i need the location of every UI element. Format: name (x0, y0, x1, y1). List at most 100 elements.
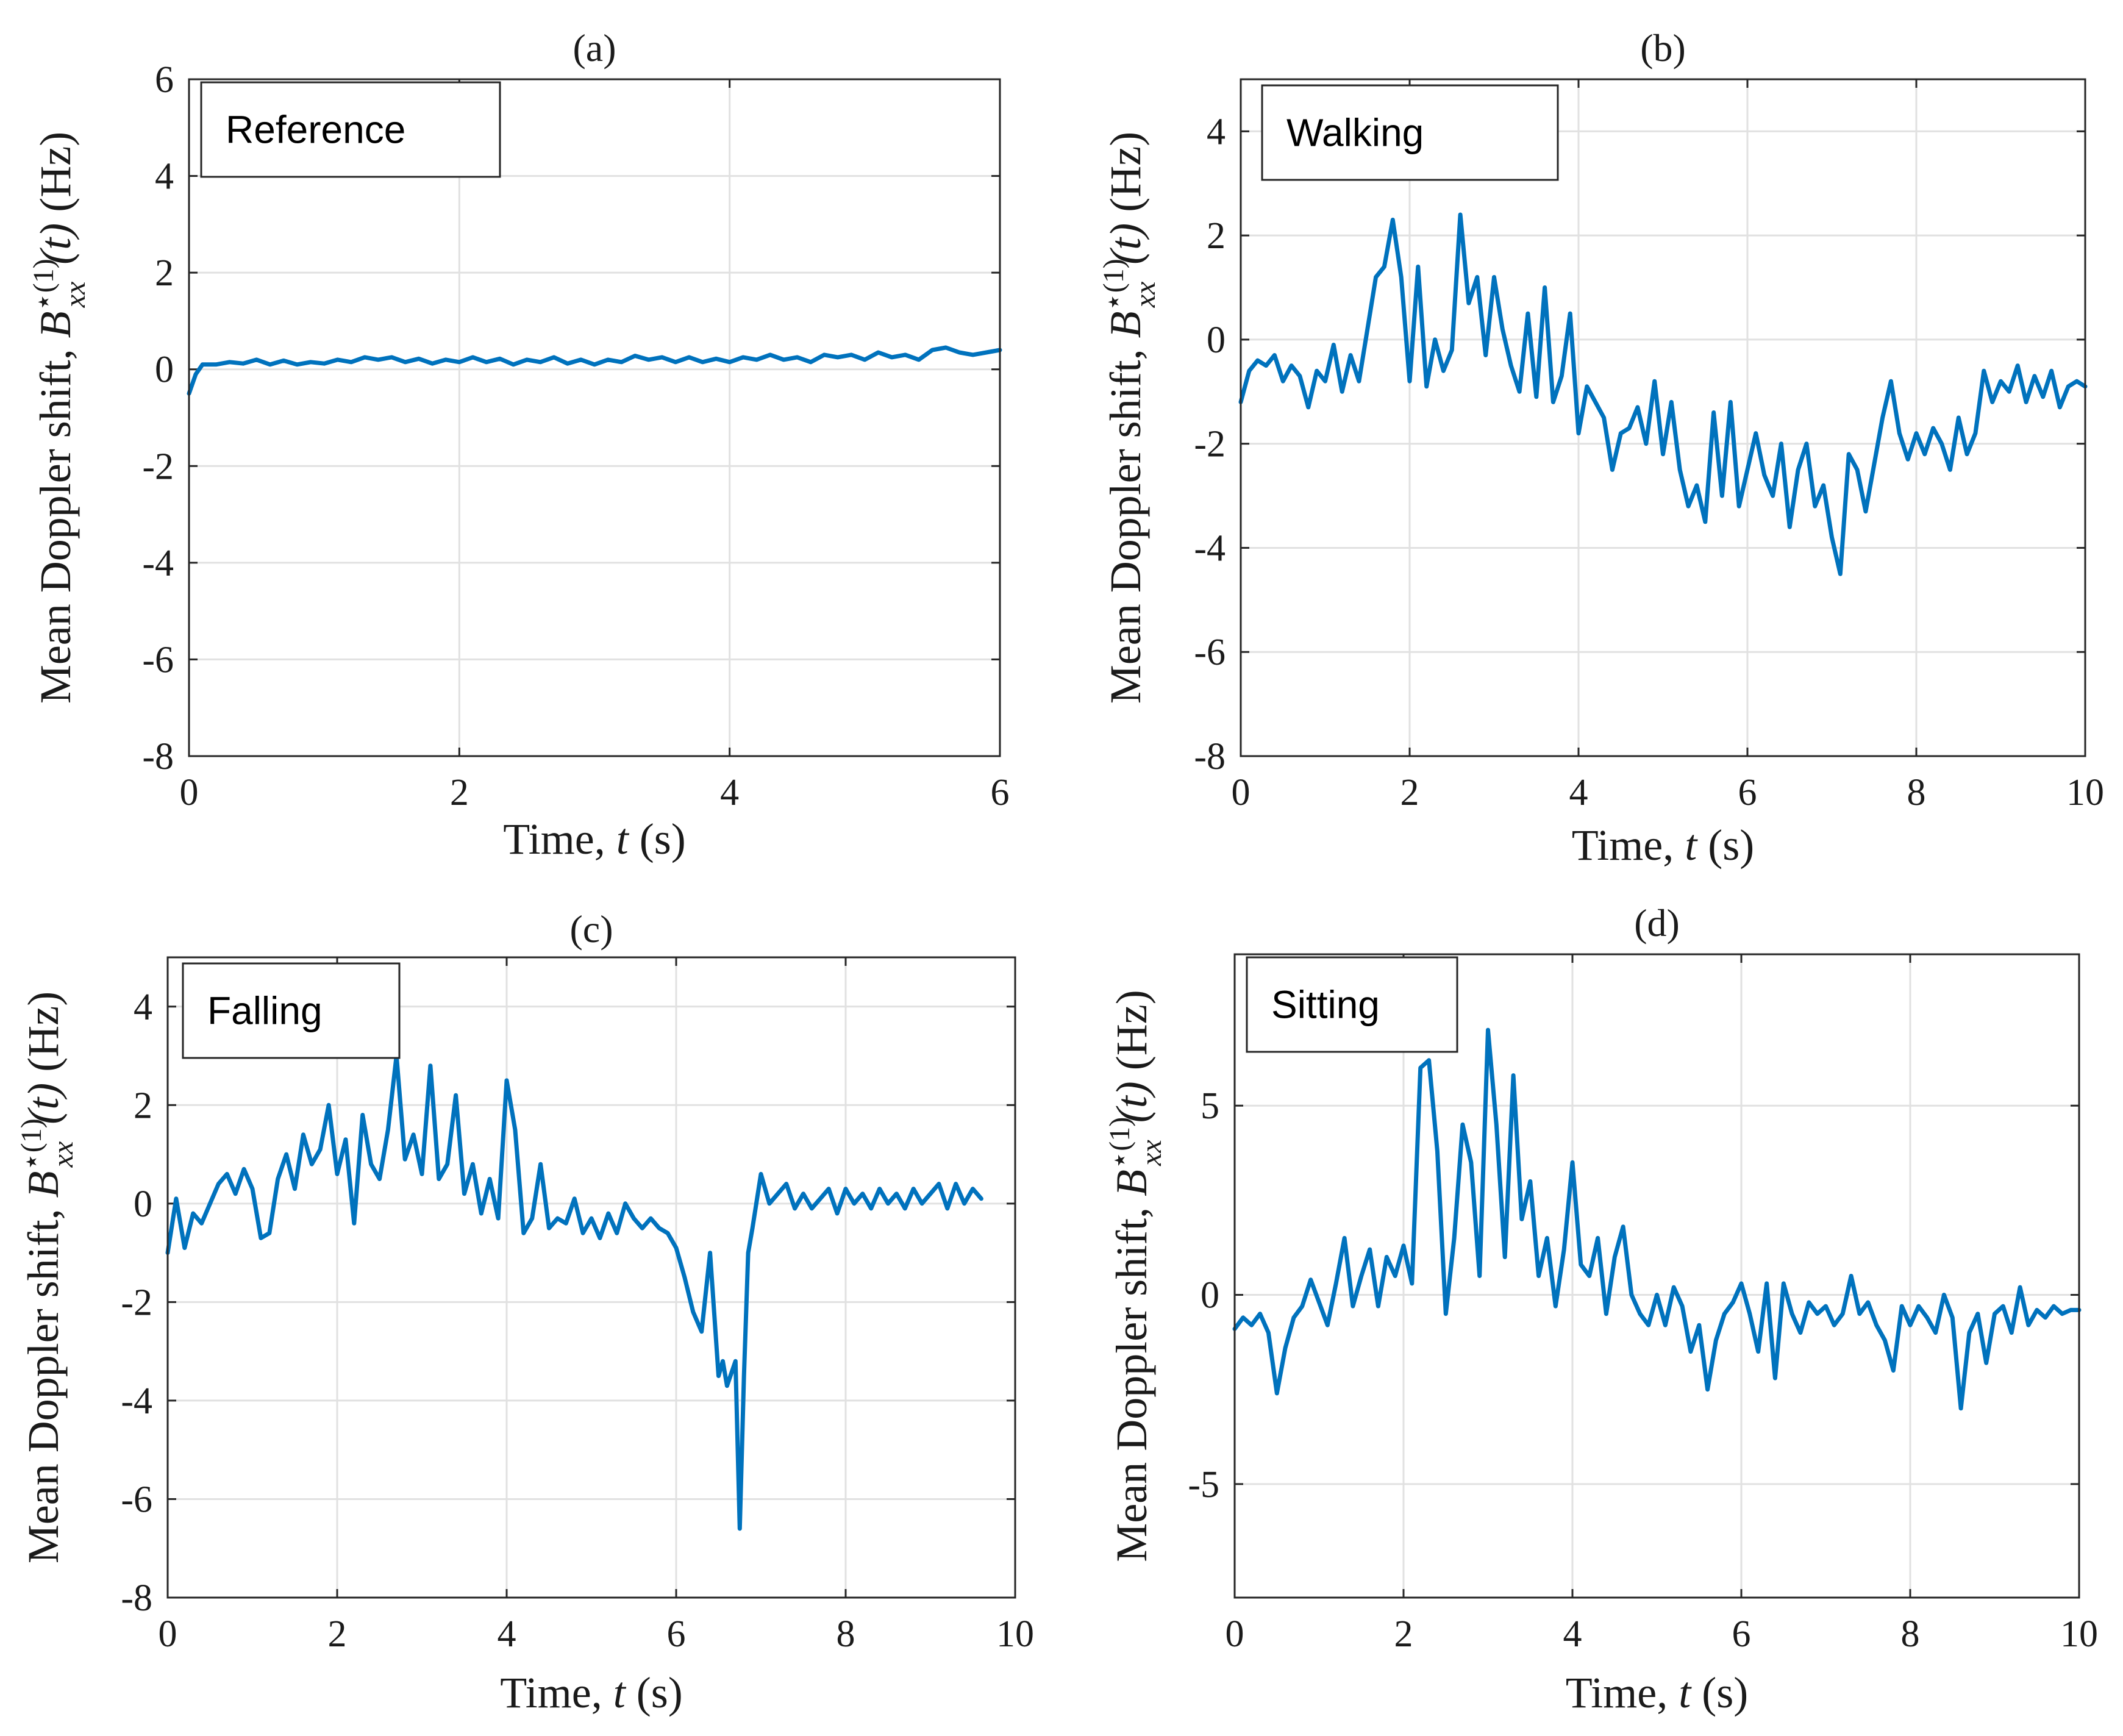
y-tick-label: 4 (155, 156, 174, 198)
legend-label: Walking (1286, 111, 1424, 155)
y-tick-label: 6 (155, 59, 174, 101)
data-series-line (1232, 1027, 2082, 1411)
y-tick-label: -2 (1194, 424, 1226, 465)
y-tick-label: 4 (134, 987, 152, 1028)
data-series-line (165, 1054, 983, 1531)
x-label-unit: (s) (1691, 1668, 1748, 1717)
legend-box (1261, 84, 1559, 181)
y-tick-label: -6 (142, 639, 174, 680)
x-axis-label: Time, t (s) (1572, 821, 1754, 870)
data-series-line (187, 345, 1002, 396)
y-tick-label: 4 (1207, 111, 1226, 152)
plot-area (1241, 79, 2085, 756)
x-label-text: Time, (1572, 821, 1685, 870)
y-tick-label: 0 (1201, 1275, 1219, 1316)
y-label-symbol: B (19, 1171, 68, 1198)
y-label-subscript: xx (1135, 1140, 1168, 1166)
x-tick-label: 4 (720, 772, 739, 813)
y-axis-label: Mean Doppler shift, B⋆(1)xx (t) (Hz) (15, 991, 79, 1563)
panel-title: (a) (573, 26, 616, 70)
y-label-unit: (Hz) (31, 132, 80, 223)
x-tick-label: 6 (1732, 1613, 1751, 1655)
y-label-argument: (t) (19, 1083, 68, 1124)
y-tick-label: 0 (1207, 320, 1226, 361)
legend-label: Reference (226, 108, 405, 152)
y-axis-label: Mean Doppler shift, B⋆(1)xx (t) (Hz) (1104, 990, 1168, 1562)
x-tick-label: 8 (1901, 1613, 1920, 1655)
y-label-symbol: B (1101, 311, 1150, 338)
x-label-variable: t (616, 815, 630, 863)
y-label-subscript: xx (47, 1141, 79, 1168)
y-axis-label: Mean Doppler shift, B⋆(1)xx (t) (Hz) (27, 132, 91, 704)
y-label-unit: (Hz) (1101, 132, 1150, 223)
x-tick-label: 8 (1907, 772, 1926, 813)
x-tick-label: 2 (450, 772, 469, 813)
y-label-unit: (Hz) (19, 991, 68, 1083)
y-label-superscript: ⋆(1) (1097, 259, 1130, 311)
chart-panel-b: 0 2 4 6 8 10 -8 -6 -4 -2 0 2 4 (b) Walking Time, t (s) M… (1097, 26, 2104, 870)
panel-title: (b) (1640, 26, 1686, 70)
x-label-text: Time, (500, 1668, 613, 1717)
y-label-unit: (Hz) (1107, 990, 1156, 1081)
y-tick-label: 2 (155, 252, 174, 294)
y-tick-label: 2 (134, 1085, 152, 1126)
y-label-argument: (t) (31, 223, 80, 265)
x-tick-label: 2 (1394, 1613, 1413, 1655)
y-tick-label: -4 (121, 1381, 152, 1422)
y-tick-label: -6 (121, 1479, 152, 1520)
x-tick-label: 4 (498, 1613, 516, 1655)
y-label-subscript: xx (1129, 282, 1161, 309)
y-tick-label: 0 (155, 349, 174, 391)
x-tick-label: 0 (180, 772, 199, 813)
y-label-text: Mean Doppler shift, (1101, 338, 1150, 704)
legend-label: Sitting (1271, 983, 1380, 1027)
x-tick-label: 6 (991, 772, 1010, 813)
y-label-superscript: ⋆(1) (1104, 1117, 1136, 1170)
chart-panel-a: 0 2 4 6 -8 -6 -4 -2 0 2 4 6 (a) Reference Time, t (s) M… (27, 26, 1010, 863)
x-axis-label: Time, t (s) (500, 1668, 682, 1717)
data-series-line (1238, 212, 2088, 576)
axes-frame (166, 956, 1016, 1599)
x-tick-label: 0 (1226, 1613, 1244, 1655)
plot-area (168, 957, 1015, 1598)
x-tick-label: 0 (159, 1613, 177, 1655)
panel-title: (d) (1634, 901, 1680, 945)
chart-panel-c: 0 2 4 6 8 10 -8 -6 -4 -2 0 2 4 (c) Falling Time, t (s) M… (15, 907, 1034, 1717)
y-label-argument: (t) (1107, 1081, 1156, 1123)
legend-box (1246, 956, 1458, 1053)
x-label-unit: (s) (1697, 821, 1754, 870)
y-tick-label: -2 (142, 446, 174, 487)
x-label-text: Time, (1566, 1668, 1679, 1717)
legend-box (200, 81, 501, 178)
y-tick-label: -6 (1194, 632, 1226, 673)
x-tick-label: 6 (667, 1613, 686, 1655)
x-tick-label: 10 (2060, 1613, 2098, 1655)
y-tick-label: 0 (134, 1184, 152, 1225)
y-label-text: Mean Doppler shift, (1107, 1196, 1156, 1562)
axes-frame (188, 78, 1001, 757)
legend-label: Falling (207, 989, 323, 1033)
y-label-superscript: ⋆(1) (27, 259, 60, 311)
chart-panel-d: 0 2 4 6 8 10 -5 0 5 (d) Sitting Time, t (s) Mean Dop… (1104, 901, 2098, 1717)
x-label-variable: t (1679, 1668, 1692, 1717)
y-tick-label: -8 (121, 1577, 152, 1619)
x-tick-label: 8 (837, 1613, 855, 1655)
y-label-argument: (t) (1101, 223, 1150, 265)
y-label-symbol: B (1107, 1170, 1156, 1196)
y-tick-label: -8 (142, 736, 174, 777)
y-axis-label: Mean Doppler shift, B⋆(1)xx (t) (Hz) (1097, 132, 1161, 704)
y-label-superscript: ⋆(1) (15, 1118, 48, 1171)
x-axis-label: Time, t (s) (1566, 1668, 1748, 1717)
x-tick-label: 2 (1400, 772, 1419, 813)
x-label-text: Time, (503, 815, 616, 863)
x-tick-label: 4 (1569, 772, 1588, 813)
x-tick-label: 10 (2066, 772, 2104, 813)
y-tick-label: -4 (1194, 527, 1226, 569)
plot-area (189, 79, 1000, 756)
y-tick-label: -8 (1194, 736, 1226, 777)
y-label-text: Mean Doppler shift, (31, 338, 80, 704)
x-tick-label: 0 (1232, 772, 1251, 813)
x-label-unit: (s) (629, 815, 686, 863)
x-tick-label: 4 (1563, 1613, 1582, 1655)
